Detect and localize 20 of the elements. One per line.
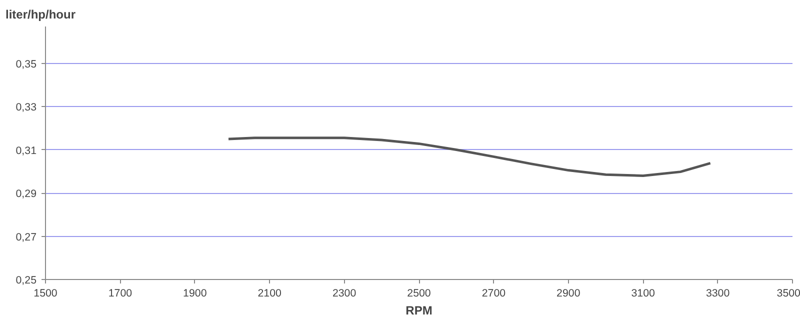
- x-tick-label: 3100: [631, 288, 656, 300]
- y-tick-label: 0,35: [16, 58, 37, 70]
- y-tick-label: 0,25: [16, 274, 37, 286]
- x-tick-label: 2500: [407, 288, 431, 300]
- x-tick-label: 3500: [776, 288, 800, 300]
- x-tick-label: 2300: [332, 288, 356, 300]
- line-series: [227, 136, 712, 177]
- x-tick-label: 2900: [556, 288, 580, 300]
- y-tick-label: 0,27: [16, 231, 37, 244]
- x-tick-label: 2700: [482, 288, 506, 300]
- x-tick-label: 2100: [258, 288, 282, 300]
- y-axis-title: liter/hp/hour: [6, 8, 76, 22]
- x-tick-label: 1500: [34, 288, 58, 300]
- y-tick-label: 0,29: [16, 188, 37, 200]
- x-tick-label: 3300: [706, 288, 730, 300]
- x-axis-title: RPM: [406, 304, 432, 318]
- y-tick-label: 0,31: [16, 144, 37, 157]
- x-tick-label: 1700: [108, 288, 132, 300]
- y-tick-label: 0,33: [16, 102, 37, 114]
- x-tick-label: 1900: [183, 288, 207, 300]
